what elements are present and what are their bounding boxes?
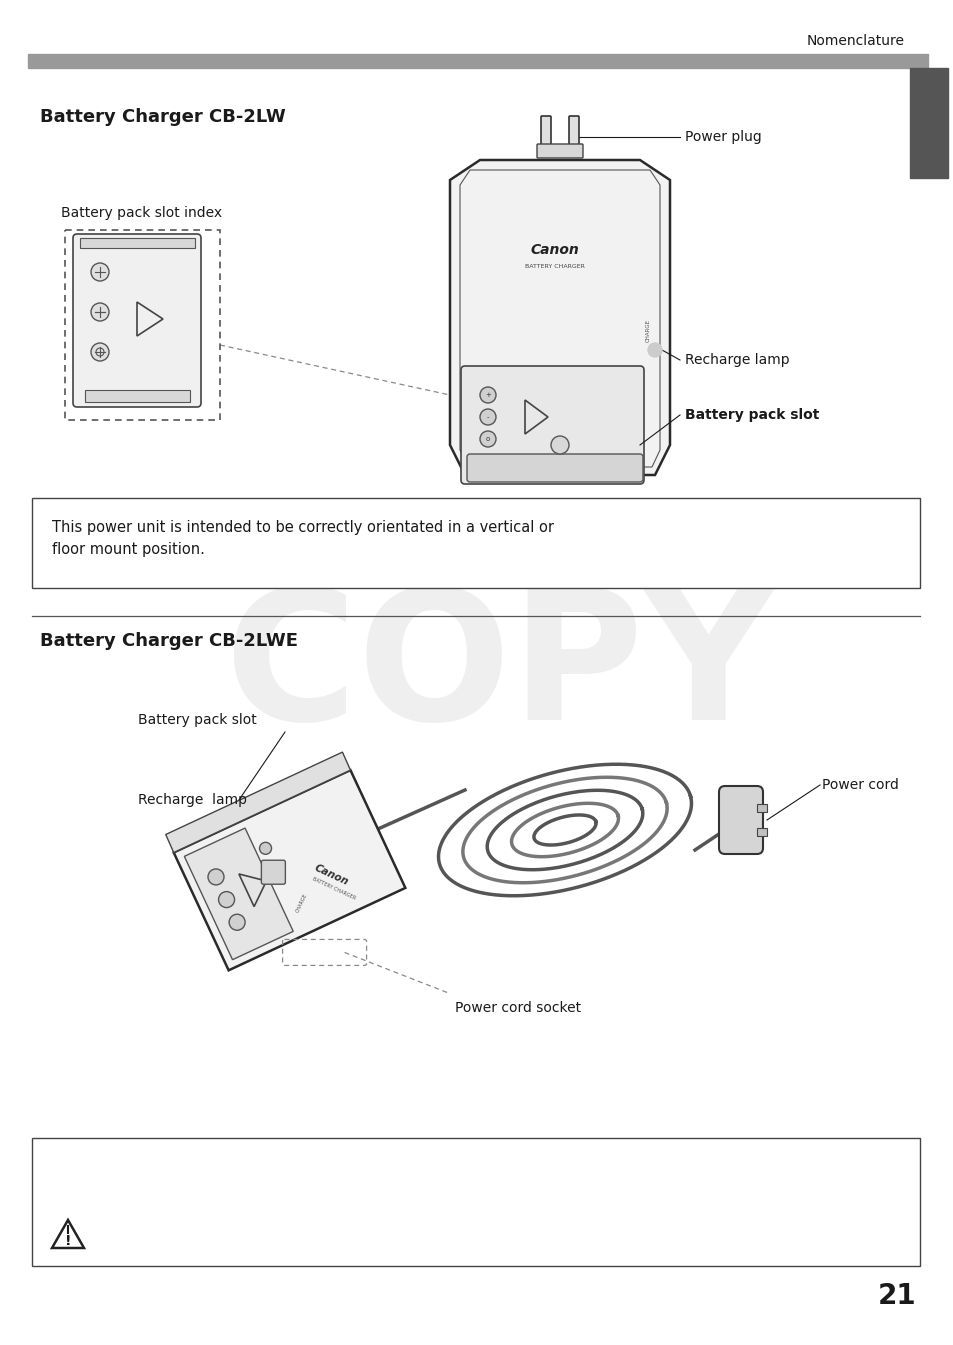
- Circle shape: [479, 409, 496, 425]
- Text: Canon: Canon: [530, 243, 578, 257]
- Circle shape: [479, 430, 496, 447]
- Text: Recharge lamp: Recharge lamp: [684, 352, 789, 367]
- Polygon shape: [166, 752, 350, 853]
- FancyBboxPatch shape: [537, 144, 582, 157]
- Text: shown on the system map (p.164). Using such incompatible adapters: shown on the system map (p.164). Using s…: [102, 1204, 584, 1219]
- Bar: [85, 390, 190, 402]
- Text: 21: 21: [877, 1282, 915, 1310]
- Bar: [757, 829, 766, 837]
- Circle shape: [259, 842, 272, 854]
- Text: This power unit is intended to be correctly orientated in a vertical or
floor mo: This power unit is intended to be correc…: [52, 521, 554, 557]
- Bar: [909, 69, 947, 178]
- Text: Battery Charger CB-2LWE: Battery Charger CB-2LWE: [40, 632, 297, 650]
- Text: Battery pack slot index: Battery pack slot index: [61, 206, 222, 221]
- Text: -: -: [486, 414, 489, 420]
- Text: may result in fire, overheating, or electrical shock.: may result in fire, overheating, or elec…: [102, 1228, 452, 1241]
- FancyBboxPatch shape: [261, 861, 285, 884]
- Bar: [28, 54, 927, 69]
- Circle shape: [208, 869, 224, 885]
- FancyBboxPatch shape: [32, 498, 919, 588]
- Text: Battery Charger CB-2LW: Battery Charger CB-2LW: [40, 108, 286, 126]
- Text: +: +: [484, 391, 491, 398]
- Circle shape: [479, 387, 496, 404]
- FancyBboxPatch shape: [568, 116, 578, 156]
- Text: Canon: Canon: [312, 863, 350, 888]
- Text: ones (rated input: 100-240 V AC, 50/60 Hz, rated output: 7.8-8.1 V DC): ones (rated input: 100-240 V AC, 50/60 H…: [102, 1180, 595, 1194]
- Circle shape: [647, 343, 661, 356]
- Text: COPY: COPY: [225, 582, 774, 759]
- Text: Recharge  lamp: Recharge lamp: [138, 794, 247, 807]
- Circle shape: [218, 892, 234, 908]
- FancyBboxPatch shape: [73, 234, 201, 408]
- Circle shape: [229, 915, 245, 931]
- Text: BATTERY CHARGER: BATTERY CHARGER: [312, 876, 356, 900]
- Text: Power cord: Power cord: [821, 777, 898, 792]
- Circle shape: [551, 436, 568, 455]
- Text: CHARGE: CHARGE: [645, 319, 650, 342]
- Polygon shape: [173, 771, 405, 970]
- Polygon shape: [184, 829, 293, 960]
- Circle shape: [91, 264, 109, 281]
- Circle shape: [91, 303, 109, 321]
- Text: Power plug: Power plug: [684, 130, 760, 144]
- Text: o: o: [485, 436, 490, 443]
- Polygon shape: [52, 1220, 84, 1248]
- Text: Power cord socket: Power cord socket: [455, 1002, 580, 1015]
- Bar: [80, 238, 194, 247]
- Text: Nomenclature: Nomenclature: [806, 34, 904, 48]
- Text: CHARGE: CHARGE: [295, 893, 309, 913]
- Text: Battery pack slot: Battery pack slot: [684, 408, 819, 422]
- FancyBboxPatch shape: [467, 455, 642, 482]
- Text: Battery pack slot: Battery pack slot: [138, 713, 256, 728]
- FancyBboxPatch shape: [32, 1138, 919, 1266]
- Polygon shape: [450, 160, 669, 475]
- Text: !: !: [65, 1233, 71, 1248]
- Text: BATTERY CHARGER: BATTERY CHARGER: [524, 265, 584, 269]
- Text: Do not use any AC adapters or compact power adapters other than the: Do not use any AC adapters or compact po…: [102, 1155, 598, 1170]
- Circle shape: [91, 343, 109, 360]
- FancyBboxPatch shape: [460, 366, 643, 484]
- FancyBboxPatch shape: [719, 785, 762, 854]
- FancyBboxPatch shape: [540, 116, 551, 156]
- Bar: [757, 804, 766, 812]
